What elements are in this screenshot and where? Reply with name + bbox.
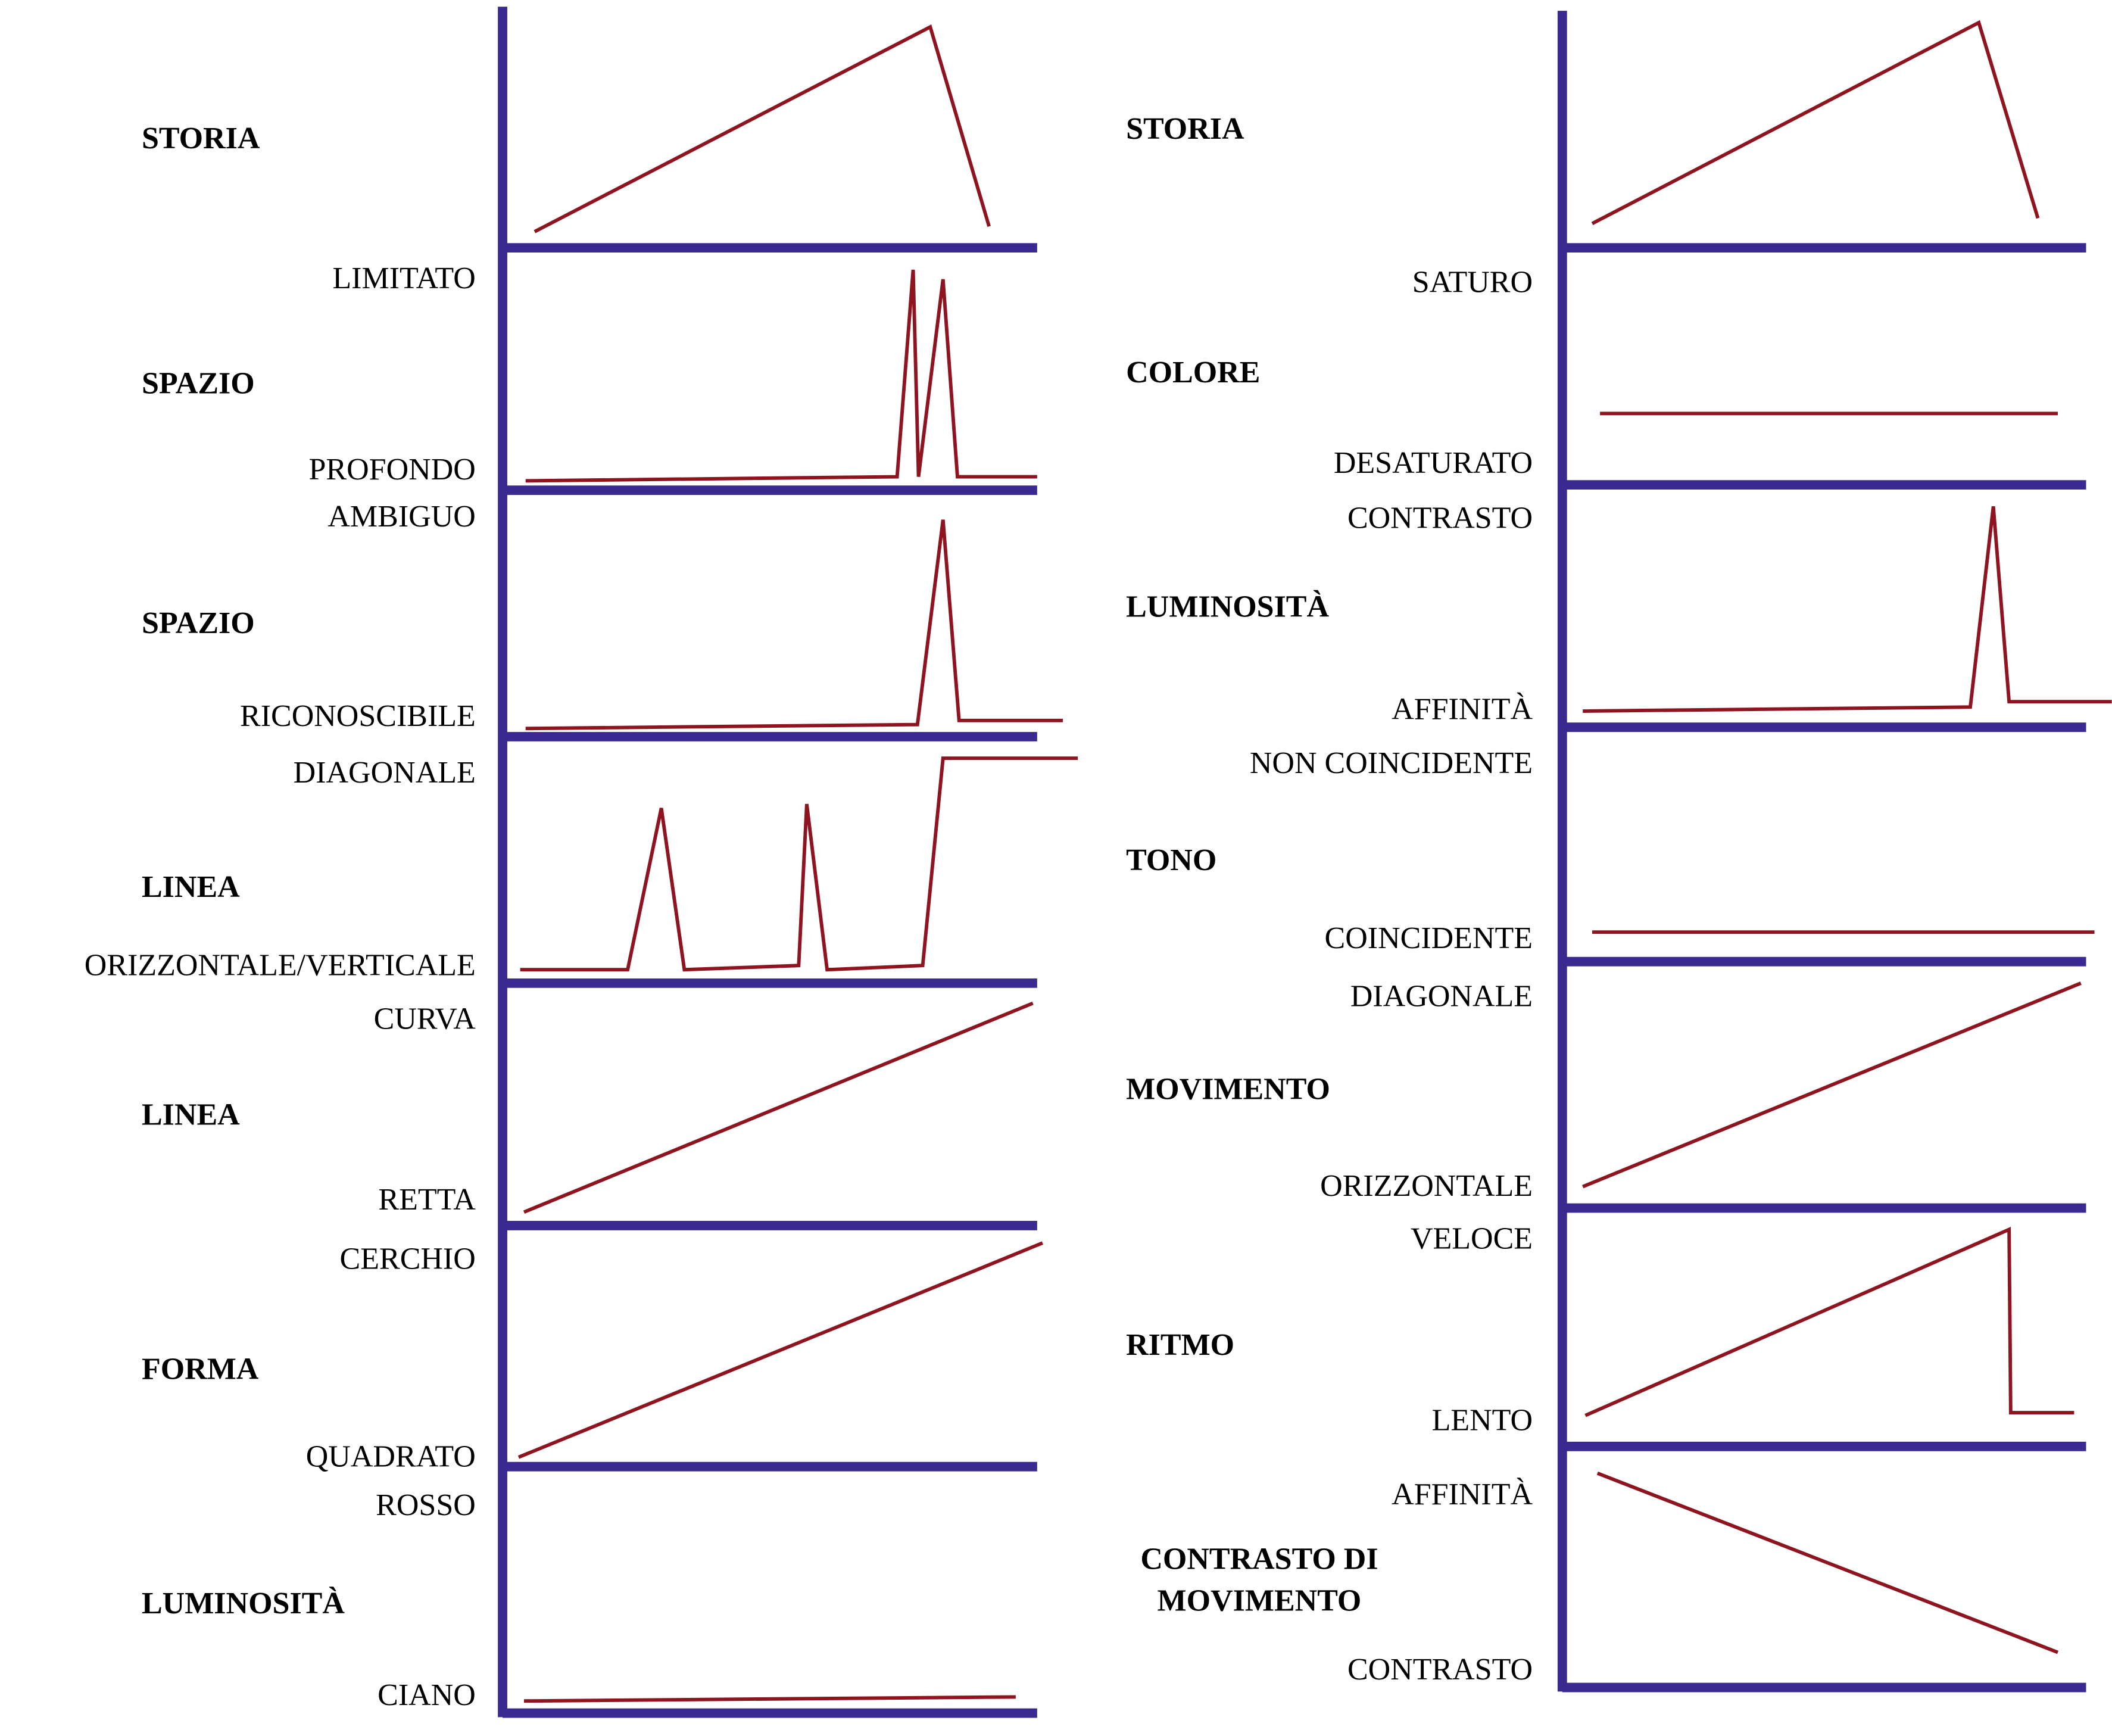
top-label: LIMITATO <box>332 261 475 295</box>
series-line <box>1591 20 2040 226</box>
panel-title: SPAZIO <box>142 606 255 640</box>
panel-title: COLORE <box>1126 356 1260 389</box>
top-label: NON COINCIDENTE <box>1250 746 1533 780</box>
top-label: CONTRASTO <box>1347 501 1533 535</box>
bottom-label: COINCIDENTE <box>1325 921 1533 955</box>
top-label: SATURO <box>1412 266 1533 300</box>
series-line <box>1582 981 2082 1189</box>
top-label: VELOCE <box>1411 1221 1533 1255</box>
series-line <box>523 1695 1016 1703</box>
bottom-label: CONTRASTO <box>1347 1653 1533 1687</box>
top-label: AMBIGUO <box>327 500 475 534</box>
top-label: AFFINITÀ <box>1392 1477 1533 1511</box>
series-line <box>534 24 991 233</box>
panel-title: LUMINOSITÀ <box>1126 590 1329 624</box>
panel-title: LUMINOSITÀ <box>142 1586 345 1620</box>
top-label: DIAGONALE <box>294 756 476 790</box>
top-label: CERCHIO <box>340 1242 476 1276</box>
bottom-label: ORIZZONTALE/VERTICALE <box>85 948 476 982</box>
bottom-label: DESATURATO <box>1334 446 1533 480</box>
bottom-label: PROFONDO <box>309 453 476 487</box>
panel-title: MOVIMENTO <box>1126 1072 1330 1106</box>
top-label: ROSSO <box>376 1488 476 1522</box>
bottom-label: RETTA <box>378 1183 476 1217</box>
panel-title: SPAZIO <box>142 366 255 400</box>
panel-title: RITMO <box>1126 1328 1234 1362</box>
series-line <box>525 269 1037 483</box>
panel-title: STORIA <box>1126 112 1244 146</box>
panel-title: LINEA <box>142 1098 240 1132</box>
series-line <box>520 756 1078 972</box>
bottom-label: QUADRATO <box>306 1440 476 1474</box>
bottom-label: CIANO <box>378 1678 476 1712</box>
series-line <box>1596 1472 2059 1654</box>
panel-title: CONTRASTO DI MOVIMENTO <box>1140 1542 1378 1618</box>
panel-title: TONO <box>1126 843 1216 877</box>
series-line <box>517 1241 1043 1459</box>
panel-title: STORIA <box>142 121 260 155</box>
bottom-label: ORIZZONTALE <box>1320 1169 1533 1203</box>
top-label: CURVA <box>374 1002 476 1036</box>
series-line <box>523 1001 1034 1214</box>
series-line <box>1584 1226 2074 1417</box>
panel-title: FORMA <box>142 1352 259 1386</box>
series-line <box>525 519 1063 731</box>
bottom-label: LENTO <box>1432 1404 1533 1438</box>
top-label: DIAGONALE <box>1350 979 1533 1013</box>
bottom-label: AFFINITÀ <box>1392 692 1533 727</box>
series-line <box>1583 506 2112 713</box>
bottom-label: RICONOSCIBILE <box>240 699 476 733</box>
panel-title: LINEA <box>142 870 240 904</box>
